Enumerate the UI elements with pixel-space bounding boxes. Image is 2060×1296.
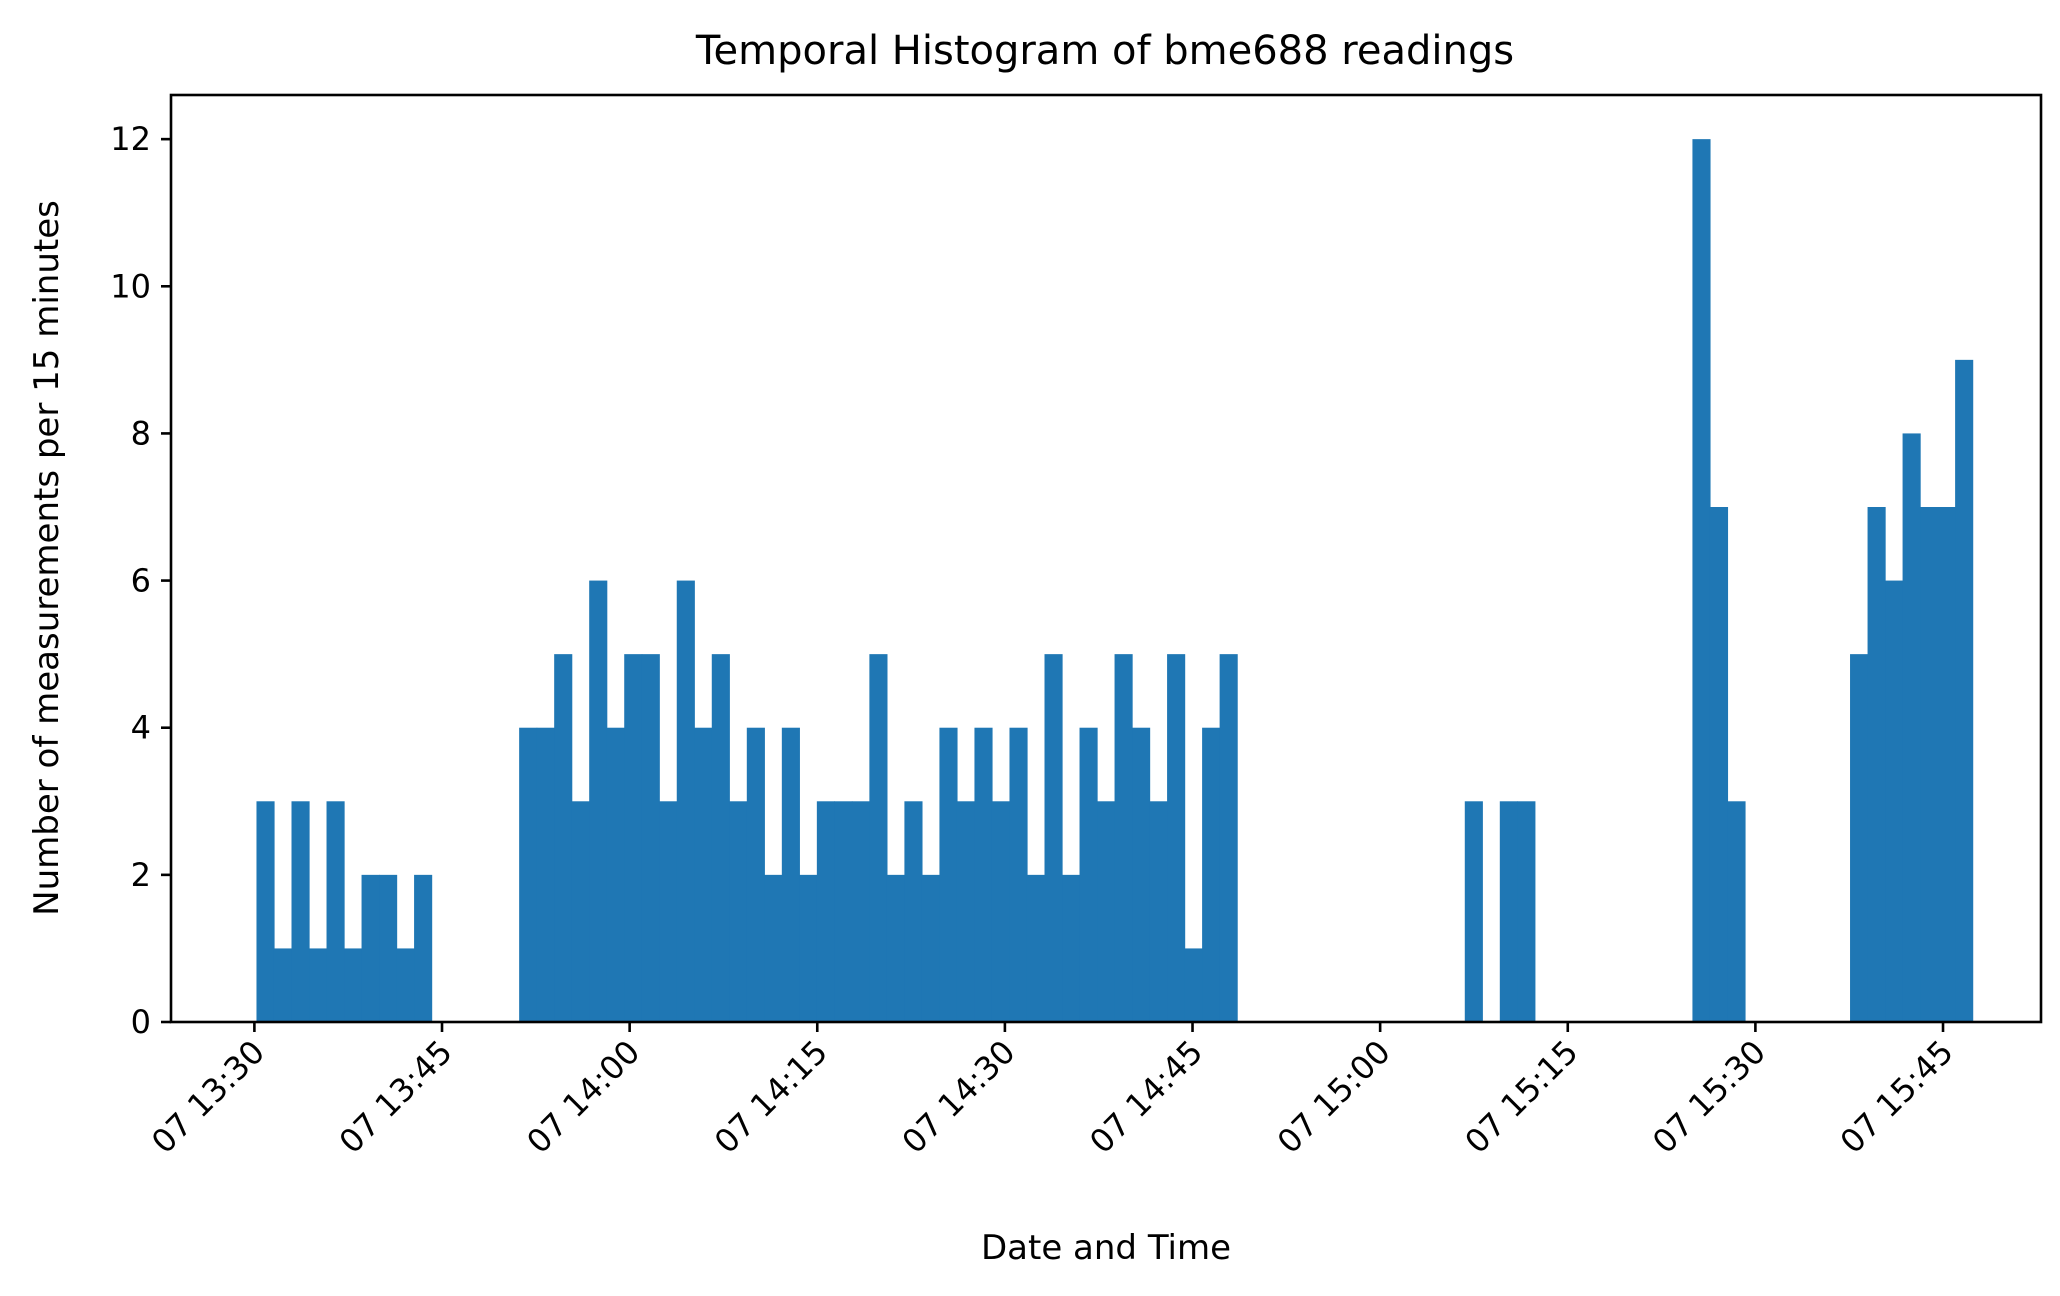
histogram-bar xyxy=(536,727,555,1022)
histogram-bar xyxy=(1219,654,1238,1022)
histogram-bar xyxy=(256,801,275,1022)
histogram-bar xyxy=(781,727,800,1022)
x-tick-label: 07 14:00 xyxy=(519,1033,647,1161)
x-tick-label: 07 14:45 xyxy=(1082,1033,1210,1161)
histogram-bar xyxy=(729,801,748,1022)
x-tick-label: 07 13:45 xyxy=(332,1033,460,1161)
histogram-bar xyxy=(1692,139,1711,1023)
histogram-bar xyxy=(273,948,293,1022)
histogram-bar xyxy=(1062,874,1081,1022)
histogram-bar xyxy=(746,727,765,1022)
histogram-bar xyxy=(291,801,310,1022)
histogram-bar xyxy=(1132,727,1151,1022)
histogram-bar xyxy=(939,727,958,1022)
chart-title: Temporal Histogram of bme688 readings xyxy=(695,28,1514,74)
plot-frame xyxy=(169,93,2043,1024)
histogram-bar xyxy=(1202,727,1221,1022)
histogram-bar xyxy=(694,727,713,1022)
histogram-bar xyxy=(641,654,660,1022)
histogram-bar xyxy=(764,874,783,1022)
y-tick-label: 8 xyxy=(131,414,151,452)
x-tick-label: 07 13:30 xyxy=(144,1033,272,1161)
y-tick-label: 0 xyxy=(131,1003,151,1041)
histogram-bar xyxy=(414,874,433,1022)
y-tick-label: 10 xyxy=(110,267,151,305)
histogram-bar xyxy=(1044,654,1063,1022)
y-axis: 0 2 4 6 8 10 12 xyxy=(110,120,171,1041)
histogram-bar xyxy=(396,948,415,1022)
histogram-bar xyxy=(1009,727,1028,1022)
histogram-bar xyxy=(1850,654,1869,1022)
histogram-bar xyxy=(659,801,678,1022)
histogram-bar xyxy=(869,654,888,1022)
y-axis-label: Number of measurements per 15 minutes xyxy=(27,200,67,916)
histogram-bar xyxy=(1727,801,1746,1022)
histogram-bar xyxy=(1079,727,1098,1022)
histogram-bar xyxy=(816,801,835,1022)
histogram-bar xyxy=(1464,801,1483,1022)
histogram-bar xyxy=(799,874,818,1022)
histogram-bar xyxy=(606,727,625,1022)
histogram-bar xyxy=(1167,654,1186,1022)
histogram-bar xyxy=(1955,359,1974,1022)
histogram-bar xyxy=(1885,580,1904,1022)
x-tick-label: 07 15:30 xyxy=(1645,1033,1773,1161)
x-tick-label: 07 14:15 xyxy=(707,1033,835,1161)
histogram-bar xyxy=(1920,507,1939,1022)
histogram-bar xyxy=(519,727,538,1022)
histogram-bar xyxy=(624,654,643,1022)
histogram-bar xyxy=(991,801,1011,1022)
histogram-bar xyxy=(851,801,870,1022)
histogram-bar xyxy=(1114,654,1133,1022)
x-tick-label: 07 15:00 xyxy=(1270,1033,1398,1161)
histogram-bar xyxy=(974,727,993,1022)
histogram-bar xyxy=(834,801,853,1022)
histogram-bar xyxy=(956,801,976,1022)
histogram-bar xyxy=(589,580,608,1022)
histogram-bar xyxy=(1902,433,1921,1022)
y-tick-label: 4 xyxy=(131,709,151,747)
x-tick-label: 07 15:15 xyxy=(1457,1033,1585,1161)
x-tick-label: 07 14:30 xyxy=(894,1033,1022,1161)
y-tick-label: 12 xyxy=(110,120,151,158)
histogram-bar xyxy=(1937,507,1956,1022)
histogram-bar xyxy=(361,874,380,1022)
histogram-bar xyxy=(1184,948,1203,1022)
bars-group xyxy=(256,139,1974,1023)
histogram-bar xyxy=(711,654,730,1022)
histogram-bar xyxy=(1097,801,1116,1022)
y-tick-label: 6 xyxy=(131,562,151,600)
histogram-bar xyxy=(309,948,328,1022)
y-tick-label: 2 xyxy=(131,856,151,894)
x-tick-label: 07 15:45 xyxy=(1833,1033,1961,1161)
histogram-bar xyxy=(1709,507,1729,1022)
histogram-bar xyxy=(326,801,345,1022)
histogram-bar xyxy=(1149,801,1168,1022)
histogram-bar xyxy=(1867,507,1886,1022)
histogram-bar xyxy=(554,654,573,1022)
histogram-bar xyxy=(344,948,363,1022)
histogram-bar xyxy=(676,580,695,1022)
histogram-bar xyxy=(1517,801,1536,1022)
histogram-bar xyxy=(1499,801,1518,1022)
x-axis-label: Date and Time xyxy=(981,1228,1231,1268)
histogram-bar xyxy=(379,874,398,1022)
histogram-bar xyxy=(886,874,906,1022)
x-axis: 07 13:30 07 13:45 07 14:00 07 14:15 07 14:30… xyxy=(144,1022,1961,1161)
histogram-bar xyxy=(904,801,923,1022)
histogram-bar xyxy=(1026,874,1046,1022)
histogram-bar xyxy=(921,874,941,1022)
histogram-bar xyxy=(571,801,590,1022)
